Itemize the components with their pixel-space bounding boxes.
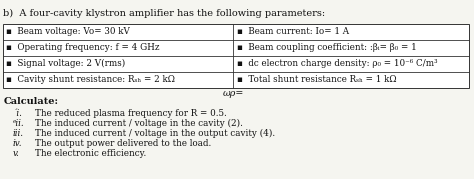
Text: ᵉii.: ᵉii. bbox=[13, 119, 25, 128]
Text: iii.: iii. bbox=[13, 129, 24, 138]
Text: ▪  Operating frequency: f = 4 GHz: ▪ Operating frequency: f = 4 GHz bbox=[6, 42, 159, 52]
Text: v.: v. bbox=[13, 149, 20, 158]
Bar bbox=[3, 24, 469, 88]
Text: ▪  Total shunt resistance Rₛₕ = 1 kΩ: ▪ Total shunt resistance Rₛₕ = 1 kΩ bbox=[237, 74, 397, 83]
Text: ωρ=: ωρ= bbox=[223, 89, 245, 98]
Text: ▪  Beam coupling coefficient: :βᵢ= β₀ = 1: ▪ Beam coupling coefficient: :βᵢ= β₀ = 1 bbox=[237, 42, 417, 52]
Text: The reduced plasma frequency for R = 0.5.: The reduced plasma frequency for R = 0.5… bbox=[35, 108, 227, 117]
Text: Calculate:: Calculate: bbox=[4, 97, 59, 106]
Text: ˊi.: ˊi. bbox=[13, 108, 23, 117]
Text: The induced current / voltage in the output cavity (4).: The induced current / voltage in the out… bbox=[35, 129, 275, 138]
Text: ▪  Cavity shunt resistance: Rₛₕ = 2 kΩ: ▪ Cavity shunt resistance: Rₛₕ = 2 kΩ bbox=[6, 74, 175, 83]
Text: ▪  Beam current: Io= 1 A: ▪ Beam current: Io= 1 A bbox=[237, 26, 349, 35]
Text: The output power delivered to the load.: The output power delivered to the load. bbox=[35, 139, 211, 148]
Text: b)  A four-cavity klystron amplifier has the following parameters:: b) A four-cavity klystron amplifier has … bbox=[3, 9, 325, 18]
Text: ▪  dc electron charge density: ρ₀ = 10⁻⁶ C/m³: ▪ dc electron charge density: ρ₀ = 10⁻⁶ … bbox=[237, 59, 438, 67]
Text: The electronic efficiency.: The electronic efficiency. bbox=[35, 149, 146, 158]
Text: The induced current / voltage in the cavity (2).: The induced current / voltage in the cav… bbox=[35, 119, 243, 128]
Text: iv.: iv. bbox=[13, 139, 22, 148]
Text: ▪  Beam voltage: Vo= 30 kV: ▪ Beam voltage: Vo= 30 kV bbox=[6, 26, 130, 35]
Text: ▪  Signal voltage: 2 V(rms): ▪ Signal voltage: 2 V(rms) bbox=[6, 59, 125, 68]
